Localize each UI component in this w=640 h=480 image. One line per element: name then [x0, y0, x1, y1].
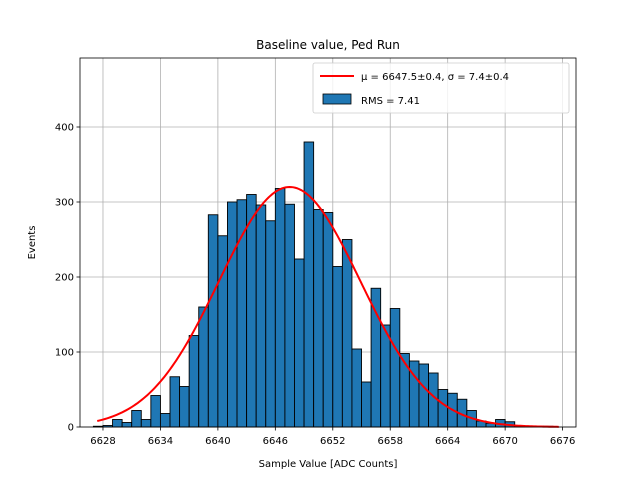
histogram-bar — [188, 335, 200, 428]
histogram-bar — [437, 389, 449, 428]
x-tick-label: 6676 — [550, 436, 575, 447]
histogram-bar — [255, 204, 267, 428]
histogram-bar — [121, 422, 133, 428]
histogram-bar — [303, 141, 315, 428]
y-tick-label: 300 — [55, 198, 74, 209]
histogram-bar — [351, 348, 362, 428]
legend-hist-swatch — [322, 93, 352, 105]
histogram-bar — [169, 376, 181, 428]
chart-title: Baseline value, Ped Run — [256, 38, 400, 52]
histogram-bar — [361, 381, 372, 428]
x-tick-label: 6652 — [320, 436, 345, 447]
histogram-bar — [236, 199, 248, 428]
fit-curve — [97, 185, 559, 428]
x-tick-label: 6664 — [435, 436, 460, 447]
histogram-bar — [284, 203, 295, 428]
histogram-bar — [227, 201, 238, 428]
y-tick-label: 100 — [55, 348, 74, 359]
x-tick-label: 6634 — [148, 436, 173, 447]
histogram-bar — [131, 410, 142, 428]
histogram-bar — [370, 287, 382, 428]
fit-curve-group — [97, 185, 559, 428]
y-tick-label: 400 — [55, 123, 74, 134]
y-axis-label: Events — [27, 226, 38, 260]
histogram-bar — [322, 212, 334, 428]
x-tick-label: 6646 — [263, 436, 288, 447]
histogram-bar — [265, 220, 276, 428]
histogram-bar — [198, 306, 209, 428]
x-tick-label: 6628 — [90, 436, 115, 447]
histogram-bars — [92, 141, 554, 428]
histogram-bar — [274, 188, 286, 428]
histogram-bar — [380, 324, 391, 428]
y-axis-ticks: 0 100 200 300 400 — [55, 123, 80, 434]
histogram-bar — [332, 266, 343, 428]
histogram-bar — [246, 194, 257, 428]
x-tick-label: 6640 — [205, 436, 230, 447]
histogram-bar — [150, 395, 161, 428]
histogram-bar — [179, 386, 190, 428]
x-axis-label: Sample Value [ADC Counts] — [259, 459, 398, 470]
legend-hist-label: RMS = 7.41 — [361, 96, 420, 107]
histogram-bar — [399, 353, 410, 428]
x-axis-ticks: 6628 6634 6640 6646 6652 6658 6664 6670 6676 — [90, 427, 575, 447]
histogram-bar — [112, 419, 123, 428]
plot-frame — [79, 57, 577, 428]
histogram-bar — [294, 258, 305, 428]
histogram-bar — [389, 308, 401, 428]
histogram-bar — [217, 235, 228, 428]
y-tick-label: 0 — [68, 423, 74, 434]
histogram-bar — [418, 363, 429, 428]
histogram-bar — [313, 209, 324, 428]
histogram-bar — [341, 239, 353, 428]
legend-fit-label: μ = 6647.5±0.4, σ = 7.4±0.4 — [361, 72, 509, 83]
histogram-bar — [140, 419, 152, 428]
x-tick-label: 6670 — [492, 436, 517, 447]
legend-box — [312, 62, 570, 114]
y-tick-label: 200 — [55, 273, 74, 284]
x-tick-label: 6658 — [378, 436, 403, 447]
legend: μ = 6647.5±0.4, σ = 7.4±0.4 RMS = 7.41 — [312, 62, 570, 114]
histogram-bar — [207, 214, 219, 428]
histogram-bar — [159, 413, 171, 428]
